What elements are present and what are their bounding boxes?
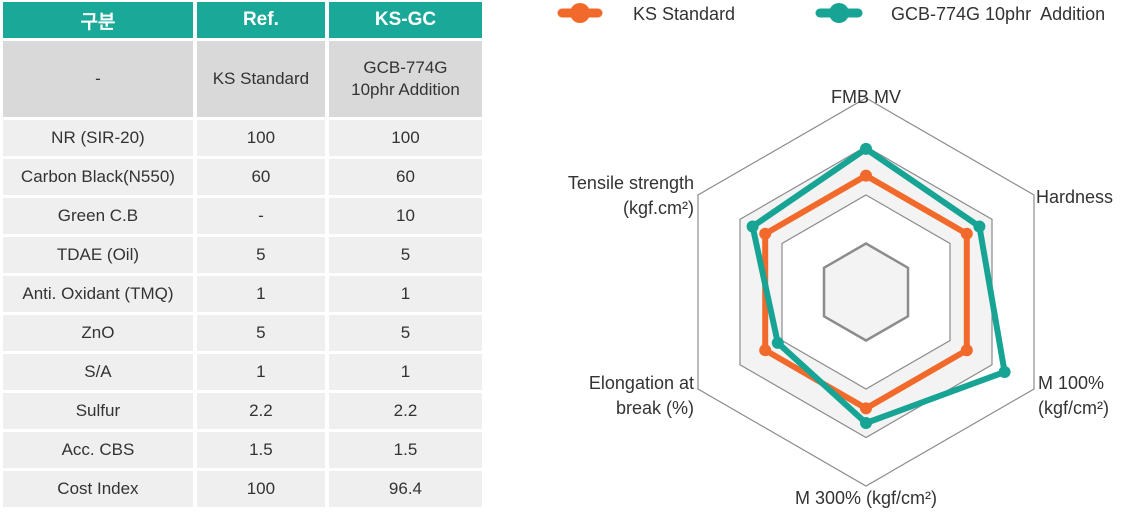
subheader-ksgc: GCB-774G 10phr Addition (328, 41, 482, 117)
axis-label-4: break (%) (616, 398, 694, 418)
col-header-ref: Ref. (196, 2, 325, 38)
axis-label-3: M 300% (kgf/cm²) (795, 488, 937, 508)
col-header-ksgc: KS-GC (328, 2, 482, 38)
table-row: S/A 1 1 (3, 354, 482, 390)
row-label: ZnO (3, 315, 193, 351)
ref-value: 100 (196, 471, 325, 507)
radar-series (746, 142, 1011, 429)
ref-value: 100 (196, 120, 325, 156)
row-label: S/A (3, 354, 193, 390)
table-row: Carbon Black(N550) 60 60 (3, 159, 482, 195)
composition-table: 구분 Ref. KS-GC - KS Standard GCB-774G 10p… (0, 0, 486, 510)
series-0-point-5 (759, 227, 772, 240)
legend-item-ks-standard: KS Standard (557, 3, 735, 24)
row-label: Acc. CBS (3, 432, 193, 468)
ksgc-value: 5 (328, 237, 482, 273)
ksgc-value: 60 (328, 159, 482, 195)
series-0-point-0 (860, 169, 872, 182)
ksgc-value: 1 (328, 276, 482, 312)
table-row: Acc. CBS 1.5 1.5 (3, 432, 482, 468)
series-1-point-5 (746, 220, 759, 233)
table-row: Anti. Oxidant (TMQ) 1 1 (3, 276, 482, 312)
series-0-point-4 (759, 344, 772, 357)
ksgc-value: 10 (328, 198, 482, 234)
axis-label-2: (kgf/cm²) (1038, 398, 1109, 418)
ref-value: 60 (196, 159, 325, 195)
ksgc-value: 5 (328, 315, 482, 351)
series-0-point-2 (960, 344, 973, 357)
legend-label-ks-standard: KS Standard (633, 4, 735, 24)
subheader-ref: KS Standard (196, 41, 325, 117)
series-1-point-1 (973, 220, 986, 233)
ksgc-value: 1.5 (328, 432, 482, 468)
table-row: TDAE (Oil) 5 5 (3, 237, 482, 273)
radar-chart: KS Standard GCB-774G 10phr Addition FMB … (557, 3, 1113, 508)
ref-value: 1 (196, 354, 325, 390)
ref-value: 2.2 (196, 393, 325, 429)
legend-label-gcb: GCB-774G 10phr Addition (891, 4, 1105, 24)
axis-label-4: Elongation at (589, 373, 694, 393)
series-1-point-3 (860, 417, 872, 429)
radar-ring (822, 242, 910, 342)
legend-marker-gcb (829, 3, 849, 23)
row-label: NR (SIR-20) (3, 120, 193, 156)
table-row: Sulfur 2.2 2.2 (3, 393, 482, 429)
col-header-category: 구분 (3, 2, 193, 38)
ref-value: 5 (196, 315, 325, 351)
ksgc-value: 1 (328, 354, 482, 390)
row-label: TDAE (Oil) (3, 237, 193, 273)
radar-grid (697, 97, 1035, 487)
table-row: NR (SIR-20) 100 100 (3, 120, 482, 156)
axis-label-5: (kgf.cm²) (623, 198, 694, 218)
ref-value: - (196, 198, 325, 234)
series-1-point-0 (860, 142, 872, 155)
row-label: Cost Index (3, 471, 193, 507)
series-0-point-1 (960, 227, 973, 240)
series-0-point-3 (860, 402, 872, 415)
radar-axis-labels: FMB MV Hardness M 100% (kgf/cm²) M 300% (kgf… (568, 87, 1113, 508)
axis-label-1: Hardness (1036, 187, 1113, 207)
ksgc-value: 96.4 (328, 471, 482, 507)
row-label: Carbon Black(N550) (3, 159, 193, 195)
axis-label-0: FMB MV (831, 87, 901, 107)
ksgc-value: 2.2 (328, 393, 482, 429)
ref-value: 5 (196, 237, 325, 273)
legend: KS Standard GCB-774G 10phr Addition (557, 3, 1105, 24)
table-row: Cost Index 100 96.4 (3, 471, 482, 507)
row-label: Anti. Oxidant (TMQ) (3, 276, 193, 312)
table-row: Green C.B -10 (3, 198, 482, 234)
subheader-category: - (3, 41, 193, 117)
ref-value: 1 (196, 276, 325, 312)
ksgc-value: 100 (328, 120, 482, 156)
series-1-point-4 (771, 336, 784, 349)
legend-marker-ks-standard (570, 3, 590, 23)
ref-value: 1.5 (196, 432, 325, 468)
table-row: ZnO 5 5 (3, 315, 482, 351)
series-1-point-2 (998, 366, 1011, 378)
axis-label-5: Tensile strength (568, 173, 694, 193)
row-label: Green C.B (3, 198, 193, 234)
axis-label-2: M 100% (1038, 373, 1104, 393)
row-label: Sulfur (3, 393, 193, 429)
legend-item-gcb: GCB-774G 10phr Addition (815, 3, 1105, 24)
